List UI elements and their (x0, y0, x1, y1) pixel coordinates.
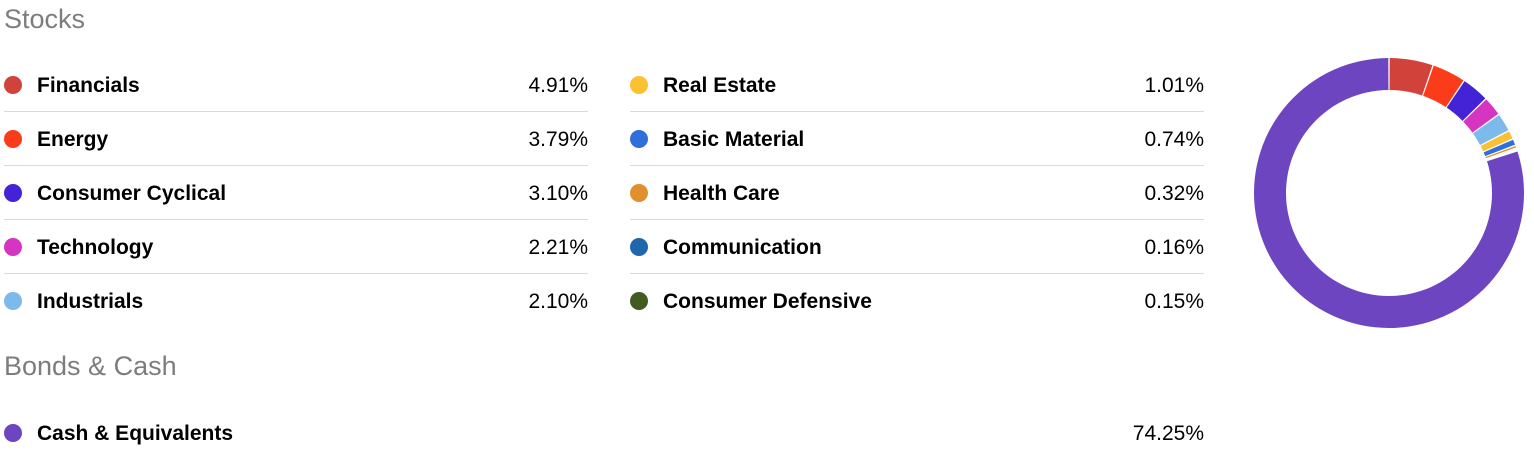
legend-row-industrials: Industrials 2.10% (4, 274, 588, 328)
legend-value: 1.01% (1144, 74, 1204, 97)
legend-color-dot (630, 184, 648, 202)
legend-value: 4.91% (528, 74, 588, 97)
allocation-donut-chart (1254, 58, 1524, 328)
donut-slice-basic-material[interactable] (1483, 139, 1516, 157)
legend-value: 3.10% (528, 182, 588, 205)
legend-value: 0.15% (1144, 290, 1204, 313)
legend-label: Health Care (663, 182, 780, 205)
bonds-section-title: Bonds & Cash (4, 351, 177, 381)
stocks-legend-right-column: Real Estate 1.01% Basic Material 0.74% Healt… (630, 58, 1204, 328)
legend-label: Industrials (37, 290, 144, 313)
donut-slice-communication[interactable] (1486, 148, 1517, 160)
legend-value: 0.32% (1144, 182, 1204, 205)
donut-slice-technology[interactable] (1463, 99, 1499, 133)
legend-row-communication: Communication 0.16% (630, 220, 1204, 274)
legend-value: 74.25% (1132, 422, 1204, 445)
legend-label: Financials (37, 74, 140, 97)
donut-slice-financials[interactable] (1389, 58, 1433, 96)
stocks-legend-left-column: Financials 4.91% Energy 3.79% Consumer Cycli… (4, 58, 588, 328)
legend-row-real-estate: Real Estate 1.01% (630, 58, 1204, 112)
legend-row-cash-and-equivalents: Cash & Equivalents 74.25% (4, 406, 1204, 460)
legend-label: Communication (663, 236, 822, 259)
bonds-legend-list: Cash & Equivalents 74.25% (4, 406, 1204, 460)
donut-slice-energy[interactable] (1423, 65, 1464, 108)
legend-color-dot (630, 76, 648, 94)
legend-row-basic-material: Basic Material 0.74% (630, 112, 1204, 166)
legend-color-dot (4, 424, 22, 442)
donut-slice-industrials[interactable] (1473, 114, 1509, 146)
legend-color-dot (4, 292, 22, 310)
legend-color-dot (4, 130, 22, 148)
legend-color-dot (630, 238, 648, 256)
legend-value: 0.16% (1144, 236, 1204, 259)
legend-label: Basic Material (663, 128, 805, 151)
legend-row-health-care: Health Care 0.32% (630, 166, 1204, 220)
legend-value: 2.21% (528, 236, 588, 259)
stocks-section-title: Stocks (4, 4, 86, 34)
legend-row-energy: Energy 3.79% (4, 112, 588, 166)
legend-value: 0.74% (1144, 128, 1204, 151)
legend-label: Cash & Equivalents (37, 422, 234, 445)
legend-row-financials: Financials 4.91% (4, 58, 588, 112)
legend-label: Consumer Cyclical (37, 182, 227, 205)
donut-slice-real-estate[interactable] (1480, 131, 1513, 152)
legend-color-dot (630, 292, 648, 310)
legend-color-dot (4, 184, 22, 202)
legend-color-dot (630, 130, 648, 148)
legend-row-technology: Technology 2.21% (4, 220, 588, 274)
legend-color-dot (4, 76, 22, 94)
donut-slice-consumer-cyclical[interactable] (1446, 81, 1486, 121)
legend-label: Energy (37, 128, 109, 151)
legend-value: 3.79% (528, 128, 588, 151)
legend-row-consumer-cyclical: Consumer Cyclical 3.10% (4, 166, 588, 220)
donut-slice-health-care[interactable] (1485, 146, 1517, 159)
legend-label: Consumer Defensive (663, 290, 872, 313)
legend-color-dot (4, 238, 22, 256)
legend-row-consumer-defensive: Consumer Defensive 0.15% (630, 274, 1204, 328)
legend-label: Technology (37, 236, 154, 259)
legend-label: Real Estate (663, 74, 777, 97)
legend-value: 2.10% (528, 290, 588, 313)
